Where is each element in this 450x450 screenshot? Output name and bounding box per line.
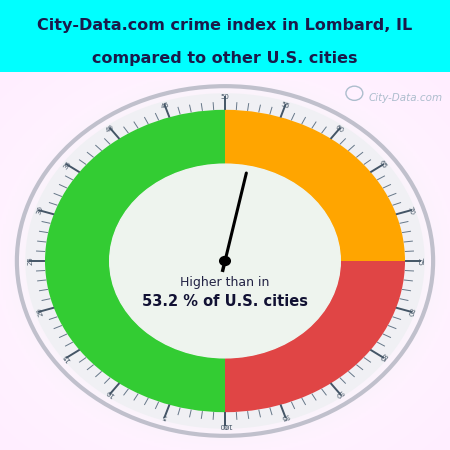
- Wedge shape: [225, 110, 405, 261]
- Text: 65: 65: [378, 159, 387, 170]
- Text: 75: 75: [417, 256, 423, 266]
- Text: 0: 0: [223, 422, 227, 428]
- Wedge shape: [225, 261, 405, 412]
- Wedge shape: [45, 110, 225, 412]
- Circle shape: [110, 164, 340, 358]
- Text: 90: 90: [334, 388, 345, 398]
- Text: 20: 20: [36, 306, 44, 317]
- Text: City-Data.com crime index in Lombard, IL: City-Data.com crime index in Lombard, IL: [37, 18, 413, 33]
- Text: City-Data.com: City-Data.com: [369, 93, 443, 103]
- Text: 100: 100: [218, 422, 232, 428]
- Text: Higher than in: Higher than in: [180, 276, 270, 289]
- Text: 5: 5: [162, 413, 168, 420]
- Text: compared to other U.S. cities: compared to other U.S. cities: [92, 51, 358, 66]
- Circle shape: [220, 256, 230, 266]
- Text: 45: 45: [160, 101, 170, 110]
- Wedge shape: [25, 93, 425, 429]
- Text: 95: 95: [280, 412, 290, 421]
- Text: 85: 85: [378, 352, 387, 363]
- Text: 60: 60: [334, 124, 345, 134]
- Text: 15: 15: [63, 352, 72, 363]
- Text: 55: 55: [280, 101, 290, 110]
- Text: 30: 30: [36, 205, 44, 216]
- Text: 70: 70: [406, 205, 414, 216]
- Text: 25: 25: [27, 256, 33, 266]
- Text: 35: 35: [63, 159, 72, 170]
- Text: 10: 10: [105, 388, 116, 398]
- Text: 80: 80: [406, 306, 414, 317]
- Text: 40: 40: [105, 124, 116, 134]
- Text: 53.2 % of U.S. cities: 53.2 % of U.S. cities: [142, 294, 308, 309]
- Text: 50: 50: [220, 94, 230, 100]
